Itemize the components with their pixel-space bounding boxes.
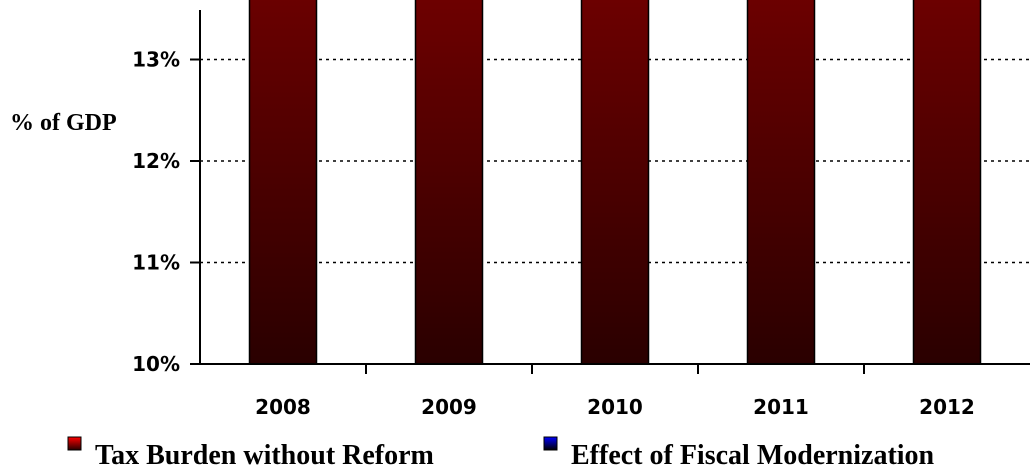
- legend-swatch-2: [543, 436, 558, 451]
- y-tick-label: 11%: [132, 251, 180, 275]
- y-tick-label: 13%: [132, 48, 180, 72]
- x-tick-label-2012: 2012: [919, 395, 975, 419]
- bars-layer: [248, 0, 982, 365]
- legend-label-2: Effect of Fiscal Modernization: [571, 440, 935, 471]
- bar-2010-series-1: [580, 0, 650, 365]
- x-tick-label-2010: 2010: [587, 395, 643, 419]
- x-tick-label-2011: 2011: [753, 395, 809, 419]
- bar-2009-series-1: [414, 0, 484, 365]
- y-tick-label: 12%: [132, 149, 180, 173]
- x-tick-label-2009: 2009: [421, 395, 477, 419]
- legend: Tax Burden without Reform Effect of Fisca…: [67, 436, 935, 471]
- bar-2012-series-1: [912, 0, 982, 365]
- legend-swatch-1: [67, 436, 82, 451]
- y-axis-title: % of GDP: [10, 110, 117, 136]
- x-tick-label-2008: 2008: [255, 395, 311, 419]
- bar-2011-series-1: [746, 0, 816, 365]
- bar-2008-series-1: [248, 0, 318, 365]
- axis-layer: 10% 11% 12% 13% 2008 2009 2010 2011 2012: [132, 10, 1030, 419]
- y-tick-label: 10%: [132, 352, 180, 376]
- legend-label-1: Tax Burden without Reform: [95, 440, 434, 471]
